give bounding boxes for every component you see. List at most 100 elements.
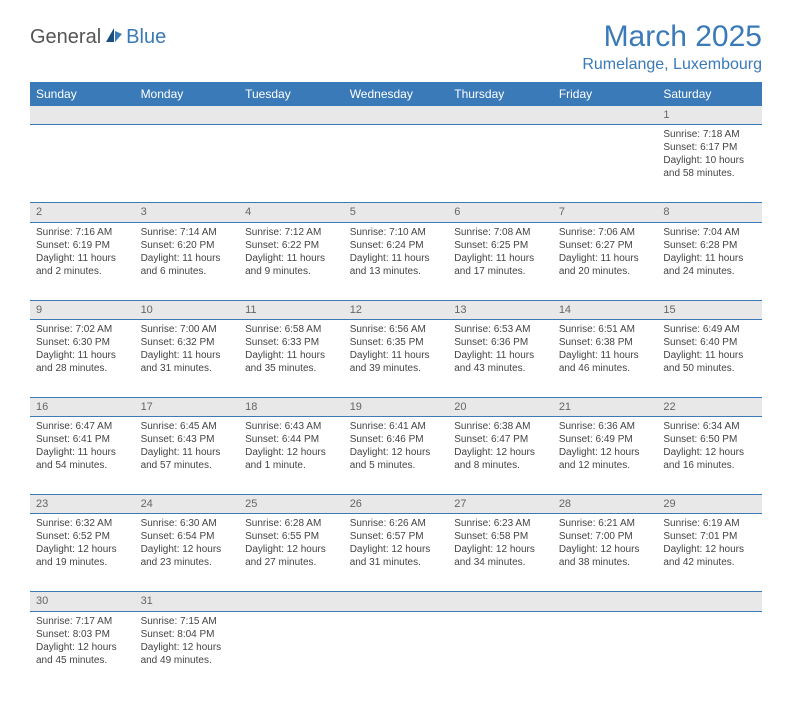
weekday-wednesday: Wednesday (344, 82, 449, 106)
day-number-cell (30, 106, 135, 125)
daylight1-text: Daylight: 11 hours (36, 446, 129, 459)
sunset-text: Sunset: 6:58 PM (454, 530, 547, 543)
daynum-row: 16171819202122 (30, 397, 762, 416)
daylight2-text: and 19 minutes. (36, 556, 129, 569)
sunrise-text: Sunrise: 7:02 AM (36, 323, 129, 336)
day-number-cell (448, 592, 553, 611)
day-cell (448, 611, 553, 689)
day-cell: Sunrise: 7:02 AMSunset: 6:30 PMDaylight:… (30, 319, 135, 397)
daylight2-text: and 49 minutes. (141, 654, 234, 667)
daylight1-text: Daylight: 12 hours (350, 446, 443, 459)
logo-text-blue: Blue (126, 26, 166, 49)
daylight1-text: Daylight: 12 hours (663, 446, 756, 459)
sunset-text: Sunset: 6:17 PM (663, 141, 756, 154)
day-cell (239, 611, 344, 689)
daylight1-text: Daylight: 11 hours (141, 252, 234, 265)
daylight2-text: and 38 minutes. (559, 556, 652, 569)
sunrise-text: Sunrise: 6:47 AM (36, 420, 129, 433)
sunset-text: Sunset: 6:30 PM (36, 336, 129, 349)
daylight1-text: Daylight: 12 hours (36, 641, 129, 654)
daylight1-text: Daylight: 12 hours (141, 641, 234, 654)
daylight2-text: and 13 minutes. (350, 265, 443, 278)
daylight2-text: and 45 minutes. (36, 654, 129, 667)
sunset-text: Sunset: 6:33 PM (245, 336, 338, 349)
daylight2-text: and 6 minutes. (141, 265, 234, 278)
day-number-cell: 22 (657, 397, 762, 416)
sunset-text: Sunset: 8:03 PM (36, 628, 129, 641)
day-number-cell: 24 (135, 495, 240, 514)
daylight1-text: Daylight: 12 hours (245, 446, 338, 459)
sunset-text: Sunset: 6:36 PM (454, 336, 547, 349)
day-cell: Sunrise: 6:56 AMSunset: 6:35 PMDaylight:… (344, 319, 449, 397)
day-number-cell: 12 (344, 300, 449, 319)
sunrise-text: Sunrise: 6:30 AM (141, 517, 234, 530)
day-cell: Sunrise: 6:30 AMSunset: 6:54 PMDaylight:… (135, 514, 240, 592)
day-number-cell: 6 (448, 203, 553, 222)
sunset-text: Sunset: 6:35 PM (350, 336, 443, 349)
day-number-cell: 4 (239, 203, 344, 222)
sunset-text: Sunset: 6:24 PM (350, 239, 443, 252)
day-content-row: Sunrise: 7:18 AMSunset: 6:17 PMDaylight:… (30, 125, 762, 203)
day-cell: Sunrise: 7:08 AMSunset: 6:25 PMDaylight:… (448, 222, 553, 300)
day-number-cell: 23 (30, 495, 135, 514)
sunrise-text: Sunrise: 6:28 AM (245, 517, 338, 530)
sunrise-text: Sunrise: 7:10 AM (350, 226, 443, 239)
daylight2-text: and 46 minutes. (559, 362, 652, 375)
weekday-friday: Friday (553, 82, 658, 106)
day-cell: Sunrise: 6:38 AMSunset: 6:47 PMDaylight:… (448, 417, 553, 495)
sunset-text: Sunset: 6:32 PM (141, 336, 234, 349)
day-cell: Sunrise: 6:45 AMSunset: 6:43 PMDaylight:… (135, 417, 240, 495)
daylight2-text: and 27 minutes. (245, 556, 338, 569)
weekday-thursday: Thursday (448, 82, 553, 106)
day-number-cell (344, 592, 449, 611)
daylight2-text: and 24 minutes. (663, 265, 756, 278)
day-number-cell: 25 (239, 495, 344, 514)
day-number-cell: 8 (657, 203, 762, 222)
daylight2-text: and 57 minutes. (141, 459, 234, 472)
daylight1-text: Daylight: 10 hours (663, 154, 756, 167)
weekday-monday: Monday (135, 82, 240, 106)
sunrise-text: Sunrise: 6:36 AM (559, 420, 652, 433)
daylight1-text: Daylight: 11 hours (141, 349, 234, 362)
sunset-text: Sunset: 6:52 PM (36, 530, 129, 543)
sunset-text: Sunset: 6:54 PM (141, 530, 234, 543)
daylight1-text: Daylight: 12 hours (454, 543, 547, 556)
sunrise-text: Sunrise: 7:15 AM (141, 615, 234, 628)
title-block: March 2025 Rumelange, Luxembourg (582, 20, 762, 74)
sunset-text: Sunset: 6:47 PM (454, 433, 547, 446)
daylight1-text: Daylight: 11 hours (350, 349, 443, 362)
daylight2-text: and 50 minutes. (663, 362, 756, 375)
day-cell (344, 611, 449, 689)
day-cell (657, 611, 762, 689)
sunset-text: Sunset: 6:49 PM (559, 433, 652, 446)
day-cell: Sunrise: 7:06 AMSunset: 6:27 PMDaylight:… (553, 222, 658, 300)
sunrise-text: Sunrise: 6:43 AM (245, 420, 338, 433)
day-number-cell: 2 (30, 203, 135, 222)
sunrise-text: Sunrise: 7:12 AM (245, 226, 338, 239)
day-cell: Sunrise: 6:47 AMSunset: 6:41 PMDaylight:… (30, 417, 135, 495)
sunrise-text: Sunrise: 7:18 AM (663, 128, 756, 141)
day-number-cell (553, 592, 658, 611)
day-cell: Sunrise: 6:23 AMSunset: 6:58 PMDaylight:… (448, 514, 553, 592)
day-number-cell: 11 (239, 300, 344, 319)
day-cell: Sunrise: 6:19 AMSunset: 7:01 PMDaylight:… (657, 514, 762, 592)
day-cell: Sunrise: 6:32 AMSunset: 6:52 PMDaylight:… (30, 514, 135, 592)
day-number-cell (239, 106, 344, 125)
day-number-cell: 29 (657, 495, 762, 514)
sunrise-text: Sunrise: 6:34 AM (663, 420, 756, 433)
day-cell: Sunrise: 6:28 AMSunset: 6:55 PMDaylight:… (239, 514, 344, 592)
day-number-cell: 17 (135, 397, 240, 416)
daylight2-text: and 35 minutes. (245, 362, 338, 375)
day-number-cell: 15 (657, 300, 762, 319)
day-number-cell: 16 (30, 397, 135, 416)
sunrise-text: Sunrise: 6:41 AM (350, 420, 443, 433)
daylight1-text: Daylight: 11 hours (141, 446, 234, 459)
sunset-text: Sunset: 6:28 PM (663, 239, 756, 252)
daylight2-text: and 12 minutes. (559, 459, 652, 472)
daylight1-text: Daylight: 11 hours (663, 252, 756, 265)
daylight2-text: and 16 minutes. (663, 459, 756, 472)
weekday-tuesday: Tuesday (239, 82, 344, 106)
daylight1-text: Daylight: 11 hours (663, 349, 756, 362)
daylight1-text: Daylight: 12 hours (559, 446, 652, 459)
daylight2-text: and 8 minutes. (454, 459, 547, 472)
